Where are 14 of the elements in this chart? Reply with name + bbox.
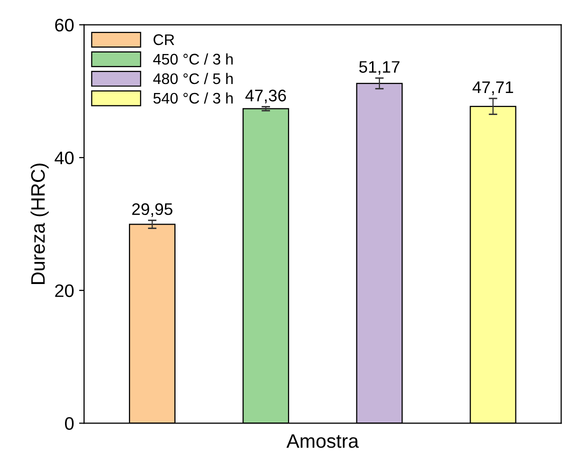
- x-axis-title: Amostra: [286, 434, 359, 448]
- y-tick-label: 0: [65, 417, 74, 430]
- data-label: 51,17: [359, 61, 400, 75]
- legend-label: 540 °C / 3 h: [153, 92, 233, 104]
- legend-label: CR: [154, 34, 174, 46]
- data-label: 47,36: [245, 90, 286, 104]
- y-axis-title: Dureza (HRC): [30, 164, 49, 284]
- y-tick-label: 40: [54, 152, 74, 164]
- legend-label: 450 °C / 3 h: [153, 53, 233, 65]
- data-label: 47,71: [472, 82, 514, 96]
- legend-label: 480 °C / 5 h: [153, 72, 233, 84]
- data-label: 29,95: [132, 203, 172, 218]
- y-tick-label: 20: [55, 284, 74, 298]
- y-tick-label: 60: [55, 18, 74, 32]
